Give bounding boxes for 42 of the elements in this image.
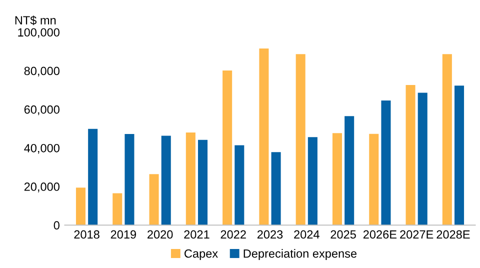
bar <box>112 193 122 226</box>
x-tick-label: 2020 <box>148 230 173 239</box>
x-tick-label: 2026E <box>363 230 396 239</box>
x-tick-label: 2023 <box>257 230 283 239</box>
bar <box>406 85 416 226</box>
x-tick-label: 2027E <box>400 230 434 239</box>
x-tick-label: 2022 <box>220 230 246 239</box>
bar <box>161 136 171 226</box>
y-tick-label: 80,000 <box>24 66 60 77</box>
bar <box>186 132 196 226</box>
bar <box>332 133 342 226</box>
y-axis-title: NT$ mn <box>15 16 56 26</box>
x-tick-label: 2024 <box>294 230 320 239</box>
legend-label: Capex <box>184 249 218 260</box>
bar <box>76 188 86 226</box>
bar <box>234 145 244 226</box>
x-tick-label: 2019 <box>110 230 136 239</box>
y-tick-label: 60,000 <box>24 105 60 116</box>
bar <box>259 48 269 226</box>
bar <box>222 70 232 226</box>
bar <box>442 54 452 226</box>
bar <box>88 128 98 226</box>
bar <box>124 134 134 226</box>
bar <box>198 140 208 226</box>
y-tick-label: 20,000 <box>24 182 60 192</box>
x-tick-label: 2028E <box>436 230 470 239</box>
bar <box>149 174 159 226</box>
bar <box>369 134 379 226</box>
bar <box>296 54 306 226</box>
bar <box>454 86 464 226</box>
bar <box>344 116 354 226</box>
y-tick-label: 0 <box>54 221 60 230</box>
bar <box>381 100 391 226</box>
x-tick-label: 2018 <box>74 230 100 239</box>
legend-label: Depreciation expense <box>244 249 357 260</box>
bar <box>271 152 281 226</box>
y-tick-label: 40,000 <box>24 144 60 154</box>
x-tick-label: 2025 <box>330 230 356 239</box>
y-tick-label: 100,000 <box>18 28 60 38</box>
bar <box>418 92 428 226</box>
bar <box>308 137 318 226</box>
x-tick-label: 2021 <box>184 230 210 239</box>
